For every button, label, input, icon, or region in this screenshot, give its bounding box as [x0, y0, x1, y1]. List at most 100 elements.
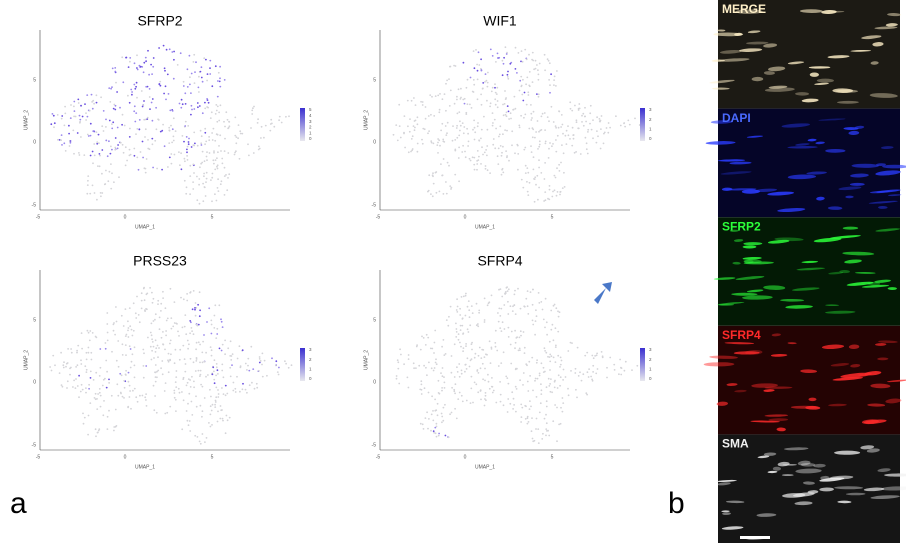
cell-dot [549, 84, 551, 86]
signal-streak [834, 486, 864, 490]
cell-dot [70, 366, 72, 369]
cell-dot [160, 367, 162, 370]
cell-dot [80, 363, 83, 365]
cell-dot [519, 79, 522, 82]
cell-dot [186, 381, 189, 384]
cell-dot [395, 377, 398, 380]
cell-dot [85, 387, 87, 389]
signal-streak [821, 344, 845, 350]
signal-streak [713, 277, 736, 280]
cell-dot [232, 389, 235, 392]
cell-dot [151, 137, 154, 140]
signal-streak [829, 235, 861, 239]
cell-dot [482, 153, 484, 156]
cell-dot [421, 423, 424, 426]
cell-dot [623, 369, 626, 372]
cell-dot [127, 329, 129, 332]
cell-dot [552, 356, 555, 359]
cell-dot [419, 422, 422, 425]
cell-dot [271, 357, 273, 360]
cell-dot [589, 122, 591, 125]
signal-streak [725, 500, 745, 504]
cell-dot [463, 97, 466, 100]
cell-dot [83, 154, 86, 156]
cell-dot [521, 60, 524, 63]
cell-dot [547, 377, 550, 380]
cell-dot [162, 44, 165, 47]
cell-dot [78, 114, 81, 117]
cell-dot [458, 146, 460, 149]
cell-dot [198, 183, 201, 186]
cell-dot [499, 327, 502, 329]
signal-streak [768, 85, 788, 89]
cell-dot [117, 394, 120, 397]
cell-dot [502, 145, 504, 148]
signal-streak [832, 88, 854, 94]
signal-streak [845, 195, 854, 199]
cell-dot [534, 379, 536, 382]
cell-dot [226, 118, 229, 121]
cell-dot [480, 69, 483, 72]
cell-dot [211, 373, 214, 376]
cell-dot [517, 52, 520, 54]
cell-dot [151, 98, 154, 100]
cell-dot [510, 330, 513, 333]
cell-dot [577, 127, 580, 130]
cell-dot [229, 366, 232, 369]
cell-dot [173, 50, 176, 53]
cell-dot [486, 169, 489, 172]
cell-dot [511, 130, 514, 133]
cell-dot [513, 404, 515, 406]
cell-dot [554, 125, 557, 127]
signal-streak [808, 397, 817, 402]
cell-dot [494, 91, 497, 94]
cell-dot [450, 186, 453, 189]
cell-dot [525, 297, 528, 300]
cell-dot [504, 113, 507, 116]
cell-dot [592, 119, 594, 121]
cell-dot [60, 134, 63, 136]
cell-dot [468, 157, 471, 160]
cell-dot [221, 417, 224, 420]
cell-dot [221, 363, 224, 366]
cell-dot [143, 352, 145, 355]
cell-dot [198, 315, 201, 318]
cell-dot [480, 93, 482, 96]
cell-dot [102, 414, 105, 417]
cell-dot [631, 369, 633, 371]
cell-dot [92, 379, 95, 381]
cell-dot [258, 356, 261, 358]
signal-streak [870, 495, 900, 500]
cell-dot [122, 151, 125, 154]
cell-dot [93, 102, 95, 105]
cell-dot [454, 65, 457, 67]
cell-dot [560, 114, 563, 116]
cell-dot [463, 126, 466, 128]
cell-dot [548, 185, 551, 187]
cell-dot [444, 434, 447, 437]
cell-dot [214, 193, 216, 196]
cell-dot [592, 137, 594, 140]
cell-dot [133, 110, 136, 113]
cell-dot [216, 120, 219, 123]
cell-dot [603, 131, 606, 134]
cell-dot [129, 127, 131, 130]
cell-dot [534, 333, 536, 336]
cell-dot [231, 364, 233, 366]
cell-dot [111, 127, 114, 130]
cell-dot [554, 361, 557, 363]
cell-dot [86, 115, 89, 118]
cell-dot [129, 348, 132, 350]
cell-dot [574, 104, 576, 107]
cell-dot [577, 375, 580, 377]
cell-dot [216, 164, 219, 167]
cell-dot [124, 146, 127, 149]
colorbar-tick-label: 0 [649, 376, 652, 381]
cell-dot [215, 396, 218, 399]
cell-dot [159, 84, 162, 87]
cell-dot [519, 330, 522, 333]
cell-dot [540, 115, 543, 118]
cell-dot [173, 362, 176, 365]
signal-streak [742, 256, 762, 260]
cell-dot [54, 364, 56, 367]
